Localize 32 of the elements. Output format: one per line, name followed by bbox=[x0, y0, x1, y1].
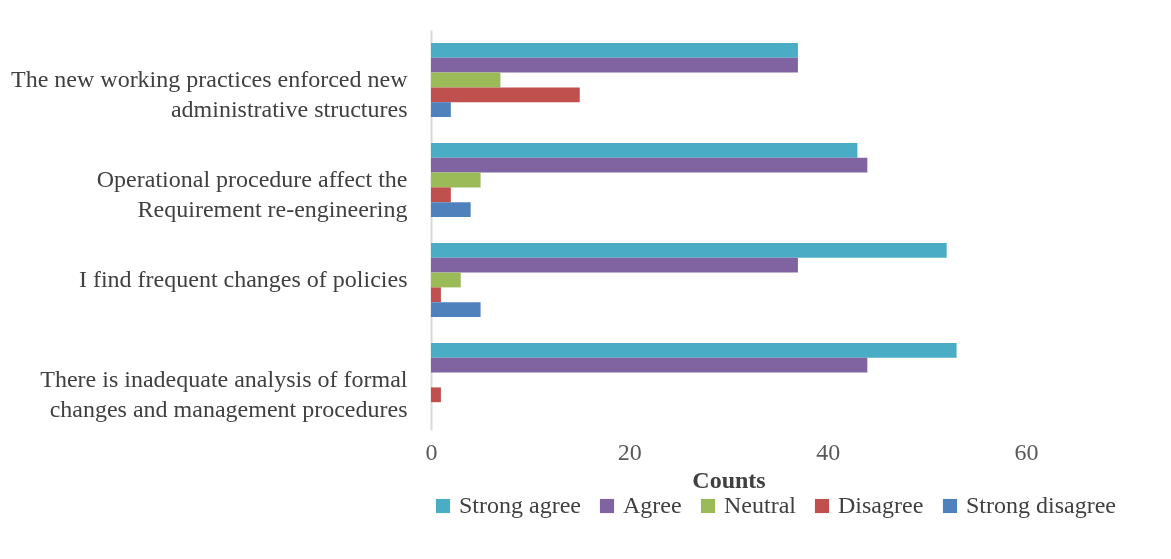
legend-label: Disagree bbox=[838, 492, 924, 518]
bar bbox=[431, 243, 947, 258]
bar bbox=[431, 157, 868, 173]
bar bbox=[431, 57, 798, 73]
bar bbox=[431, 172, 481, 188]
x-axis-title: Counts bbox=[692, 466, 766, 493]
bar bbox=[431, 143, 858, 158]
bar bbox=[431, 187, 451, 203]
legend-label: Neutral bbox=[724, 492, 797, 518]
bar bbox=[431, 202, 471, 217]
bar bbox=[431, 357, 868, 373]
bar bbox=[431, 287, 441, 303]
legend-label: Strong agree bbox=[459, 492, 581, 518]
bar bbox=[431, 102, 451, 117]
y-tick-label: The new working practices enforced new administrative structures bbox=[11, 66, 409, 122]
x-tick-label: 20 bbox=[617, 438, 642, 465]
bar bbox=[431, 272, 461, 288]
bar bbox=[431, 257, 798, 273]
bar bbox=[431, 87, 580, 103]
bar bbox=[431, 343, 957, 358]
y-tick-label: I find frequent changes of policies bbox=[78, 266, 408, 292]
x-tick-label: 0 bbox=[425, 438, 438, 465]
x-tick-label: 40 bbox=[816, 438, 841, 465]
legend-label: Strong disagree bbox=[966, 492, 1116, 518]
y-tick-label: Operational procedure affect the Requirement re-engineering bbox=[96, 166, 408, 222]
bar bbox=[431, 43, 798, 58]
bar bbox=[431, 72, 501, 88]
y-tick-label: There is inadequate analysis of formal changes and management procedures bbox=[40, 366, 408, 422]
bar bbox=[431, 387, 441, 403]
legend-label: Agree bbox=[623, 492, 682, 518]
bar bbox=[431, 302, 481, 317]
x-tick-label: 60 bbox=[1014, 438, 1039, 465]
